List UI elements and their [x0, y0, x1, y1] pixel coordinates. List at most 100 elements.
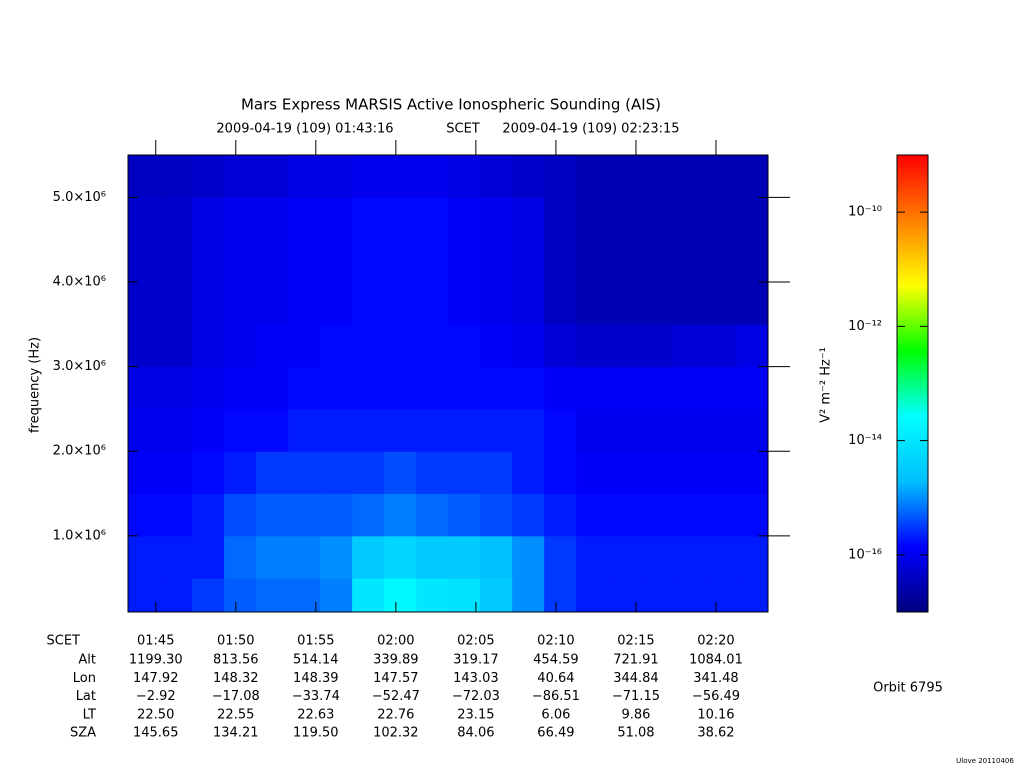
heatmap-cell: [128, 239, 161, 283]
heatmap-cell: [288, 239, 321, 283]
heatmap-cell: [128, 155, 161, 198]
heatmap-cell: [480, 408, 513, 452]
heatmap-cell: [704, 451, 737, 495]
ephemeris-value: 339.89: [373, 653, 419, 668]
heatmap-cell: [320, 197, 353, 241]
heatmap-cell: [288, 324, 321, 368]
y-tick-label: 3.0×10⁶: [53, 359, 106, 374]
heatmap-cell: [384, 493, 417, 537]
heatmap-cell: [672, 535, 705, 579]
heatmap-cell: [672, 408, 705, 452]
x-tick-label: 02:00: [377, 634, 414, 649]
heatmap-cell: [640, 239, 673, 283]
heatmap-cell: [480, 578, 513, 613]
heatmap-cell: [544, 197, 577, 241]
heatmap-cell: [608, 281, 641, 325]
subtitle-label: SCET: [446, 122, 480, 137]
heatmap-cell: [416, 535, 449, 579]
heatmap-cell: [416, 155, 449, 198]
heatmap-cell: [192, 197, 225, 241]
heatmap-cell: [480, 155, 513, 198]
heatmap-cell: [544, 324, 577, 368]
heatmap-cell: [640, 324, 673, 368]
heatmap-cell: [288, 451, 321, 495]
heatmap-cell: [512, 366, 545, 410]
subtitle-end: 2009-04-19 (109) 02:23:15: [502, 122, 679, 137]
heatmap-cell: [288, 408, 321, 452]
ephemeris-value: 1199.30: [129, 653, 183, 668]
x-tick-label: 02:15: [617, 634, 654, 649]
heatmap-cell: [640, 366, 673, 410]
ephemeris-label: SZA: [70, 726, 96, 741]
heatmap-cell: [256, 155, 289, 198]
y-tick-label: 1.0×10⁶: [53, 528, 106, 543]
heatmap-cell: [256, 197, 289, 241]
heatmap-cell: [416, 281, 449, 325]
ephemeris-value: 22.63: [297, 707, 334, 722]
heatmap-cell: [128, 408, 161, 452]
x-tick-label: 02:05: [457, 634, 494, 649]
heatmap-cell: [224, 155, 257, 198]
heatmap-cell: [512, 408, 545, 452]
heatmap-cell: [640, 408, 673, 452]
ephemeris-value: 454.59: [533, 653, 579, 668]
heatmap-cell: [480, 366, 513, 410]
heatmap-cell: [544, 493, 577, 537]
heatmap-cell: [672, 366, 705, 410]
heatmap-cell: [320, 366, 353, 410]
heatmap-cell: [256, 408, 289, 452]
heatmap-cell: [736, 451, 769, 495]
ephemeris-value: 148.39: [293, 671, 339, 686]
colorbar-tick-label: 10⁻¹⁴: [848, 433, 882, 448]
x-tick-label: 01:55: [297, 634, 334, 649]
heatmap-cell: [448, 366, 481, 410]
heatmap-cell: [352, 493, 385, 537]
heatmap-cell: [480, 197, 513, 241]
heatmap-cell: [256, 239, 289, 283]
ephemeris-label: Lon: [73, 671, 96, 686]
heatmap-cell: [480, 493, 513, 537]
colorbar-label: V² m⁻² Hz⁻¹: [819, 347, 834, 423]
heatmap-cell: [672, 197, 705, 241]
heatmap-cell: [192, 366, 225, 410]
heatmap-cell: [416, 366, 449, 410]
heatmap-cell: [640, 493, 673, 537]
heatmap-cell: [736, 197, 769, 241]
ephemeris-value: 66.49: [537, 726, 574, 741]
ephemeris-value: 147.92: [133, 671, 179, 686]
heatmap-cell: [672, 281, 705, 325]
heatmap-cell: [320, 578, 353, 613]
heatmap-cell: [352, 281, 385, 325]
heatmap-cell: [192, 535, 225, 579]
ephemeris-value: −71.15: [612, 689, 660, 704]
heatmap-cell: [192, 493, 225, 537]
heatmap-cell: [480, 281, 513, 325]
heatmap-cell: [608, 451, 641, 495]
heatmap-cell: [352, 451, 385, 495]
ephemeris-value: 10.16: [697, 707, 734, 722]
heatmap-cell: [224, 281, 257, 325]
heatmap-cell: [704, 197, 737, 241]
heatmap-cell: [576, 281, 609, 325]
ephemeris-value: −56.49: [692, 689, 740, 704]
ephemeris-value: 148.32: [213, 671, 259, 686]
ephemeris-value: 134.21: [213, 726, 259, 741]
heatmap-cell: [320, 155, 353, 198]
heatmap-cell: [480, 324, 513, 368]
ephemeris-value: −17.08: [212, 689, 260, 704]
heatmap-cell: [704, 281, 737, 325]
heatmap-cell: [704, 239, 737, 283]
heatmap-cell: [448, 535, 481, 579]
heatmap-cell: [416, 324, 449, 368]
heatmap-cell: [448, 493, 481, 537]
heatmap-cell: [160, 535, 193, 579]
heatmap-cell: [448, 578, 481, 613]
heatmap-cell: [608, 578, 641, 613]
heatmap-cell: [512, 451, 545, 495]
heatmap-cell: [544, 535, 577, 579]
heatmap-cell: [448, 239, 481, 283]
ephemeris-label: LT: [83, 707, 96, 722]
heatmap-cell: [576, 155, 609, 198]
heatmap-cell: [448, 281, 481, 325]
